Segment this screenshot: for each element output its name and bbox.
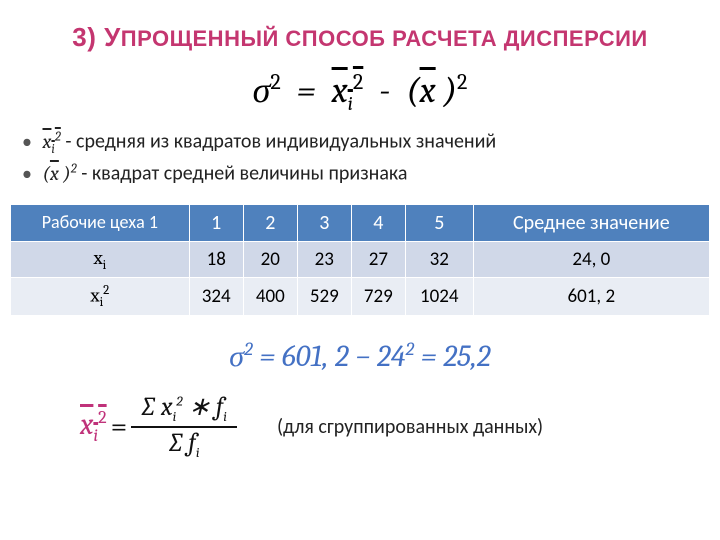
data-table: Рабочие цеха 1 1 2 3 4 5 Среднее значени… xyxy=(10,204,710,317)
cell: 1024 xyxy=(405,278,473,316)
definition-2-text: - квадрат средней величины признака xyxy=(81,162,407,186)
cell: 27 xyxy=(351,241,405,278)
title-rest: ПРОЩЕННЫЙ СПОСОБ РАСЧЕТА ДИСПЕРСИИ xyxy=(121,26,648,51)
definition-1-text: - средняя из квадратов индивидуальных зн… xyxy=(65,130,496,154)
grouped-data-note: (для сгруппированных данных) xyxy=(277,415,543,439)
col-header: 4 xyxy=(351,204,405,241)
table-header-row: Рабочие цеха 1 1 2 3 4 5 Среднее значени… xyxy=(11,204,710,241)
cell: 729 xyxy=(351,278,405,316)
cell: 18 xyxy=(189,241,243,278)
mean-square-formula: xi2 = ∑ xi2 ∗ fi ∑ fi xyxy=(80,392,237,460)
cell: 601, 2 xyxy=(473,278,709,316)
col-header: 3 xyxy=(297,204,351,241)
cell: 324 xyxy=(189,278,243,316)
definition-list: • xi2 - средняя из квадратов индивидуаль… xyxy=(22,129,720,185)
cell: 400 xyxy=(243,278,297,316)
page-title: 3) УПРОЩЕННЫЙ СПОСОБ РАСЧЕТА ДИСПЕРСИИ xyxy=(0,0,720,53)
col-header: 2 xyxy=(243,204,297,241)
bullet-icon: • xyxy=(22,162,32,186)
calculation-line: σ2 = 601, 2 − 242 = 25,2 xyxy=(0,338,720,374)
variance-formula: σ2 = xi2 - (x )2 xyxy=(0,69,720,115)
bottom-row: xi2 = ∑ xi2 ∗ fi ∑ fi (для сгруппированн… xyxy=(0,392,720,460)
table-row: xi 18 20 23 27 32 24, 0 xyxy=(11,241,710,278)
cell: 20 xyxy=(243,241,297,278)
col-header: Рабочие цеха 1 xyxy=(11,204,190,241)
title-lead: 3) У xyxy=(72,22,121,52)
cell: 32 xyxy=(405,241,473,278)
definition-2: • (x )2 - квадрат средней величины призн… xyxy=(22,161,720,186)
cell: 529 xyxy=(297,278,351,316)
cell: 23 xyxy=(297,241,351,278)
bullet-icon: • xyxy=(22,130,32,154)
row-label: xi2 xyxy=(11,278,190,316)
cell: 24, 0 xyxy=(473,241,709,278)
fraction: ∑ xi2 ∗ fi ∑ fi xyxy=(131,392,237,460)
col-header: 1 xyxy=(189,204,243,241)
table-row: xi2 324 400 529 729 1024 601, 2 xyxy=(11,278,710,316)
definition-1: • xi2 - средняя из квадратов индивидуаль… xyxy=(22,129,720,157)
col-header: 5 xyxy=(405,204,473,241)
row-label: xi xyxy=(11,241,190,278)
col-header: Среднее значение xyxy=(473,204,709,241)
